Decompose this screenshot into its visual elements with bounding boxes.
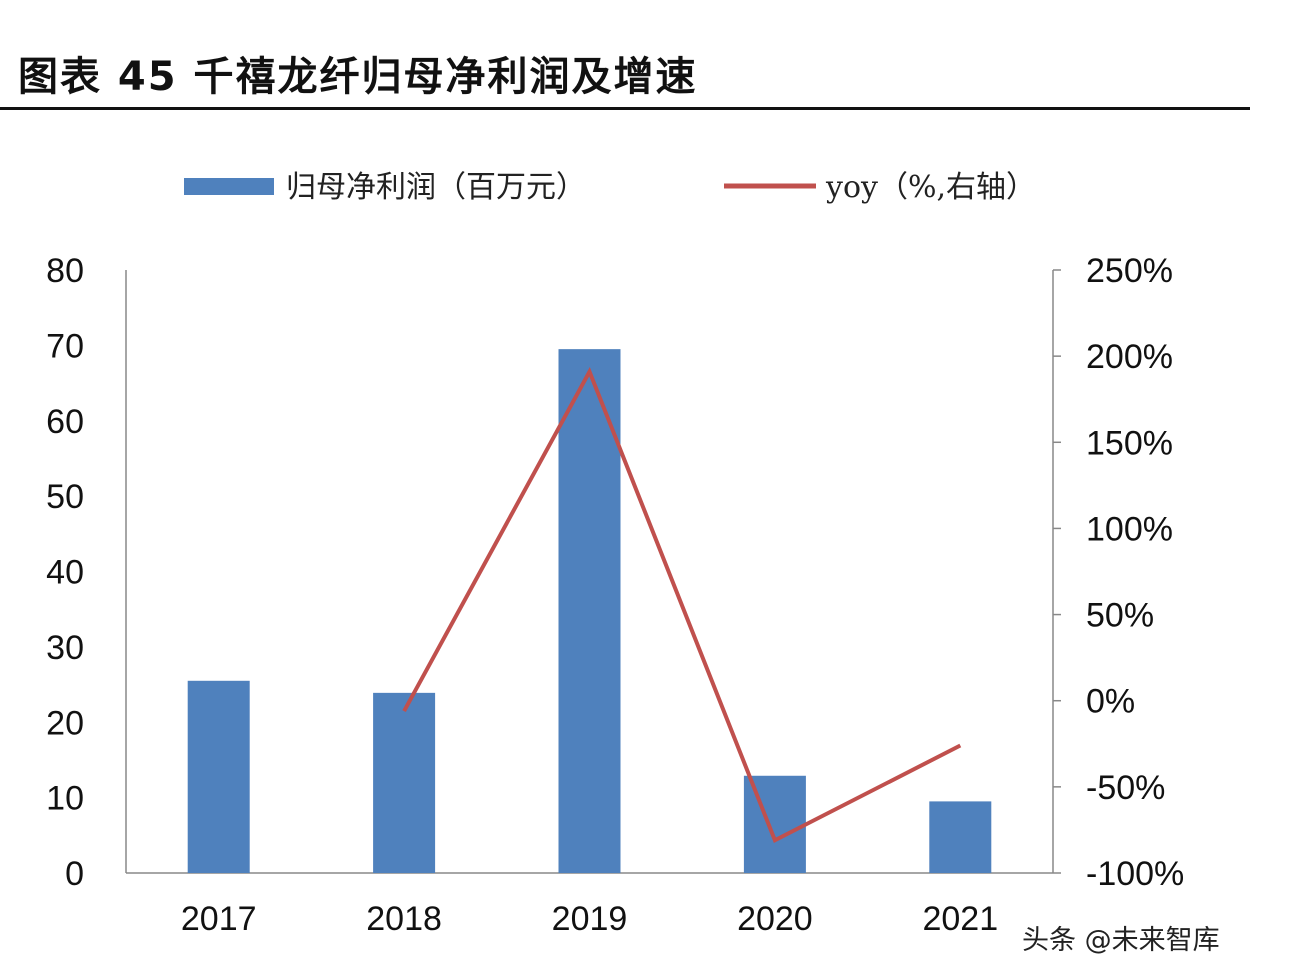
left-tick-label: 40: [46, 554, 84, 592]
right-tick-label: 150%: [1086, 424, 1173, 462]
right-tick-label: 100%: [1086, 510, 1173, 548]
x-tick-label: 2017: [181, 900, 257, 938]
left-tick-label: 10: [46, 780, 84, 818]
right-tick-label: 250%: [1086, 252, 1173, 290]
watermark: 头条 @未来智库: [1022, 925, 1220, 956]
x-tick-label: 2021: [922, 900, 998, 938]
bar-2017: [187, 680, 250, 873]
x-tick-label: 2019: [552, 900, 628, 938]
legend-bar-swatch: [184, 178, 274, 195]
left-tick-label: 50: [46, 478, 84, 516]
legend-bar-label: 归母净利润（百万元）: [286, 170, 586, 205]
figure-title: 图表 45 千禧龙纤归母净利润及增速: [18, 54, 698, 100]
right-tick-label: 0%: [1086, 683, 1135, 721]
x-tick-label: 2020: [737, 900, 813, 938]
title-rule: [0, 107, 1250, 110]
left-tick-label: 30: [46, 629, 84, 667]
right-tick-label: 200%: [1086, 338, 1173, 376]
left-tick-label: 70: [46, 327, 84, 365]
yoy-line: [402, 366, 962, 844]
x-tick-label: 2018: [366, 900, 442, 938]
bar-2021: [929, 801, 992, 873]
right-tick-label: 50%: [1086, 597, 1154, 635]
bar-2019: [558, 349, 621, 873]
bar-2018: [373, 692, 436, 873]
legend-line-label: yoy（%,右轴）: [825, 170, 1036, 205]
left-tick-label: 20: [46, 704, 84, 742]
left-tick-label: 80: [46, 252, 84, 290]
left-tick-label: 0: [65, 855, 84, 893]
right-tick-label: -50%: [1086, 769, 1165, 807]
right-tick-label: -100%: [1086, 855, 1184, 893]
left-tick-label: 60: [46, 403, 84, 441]
